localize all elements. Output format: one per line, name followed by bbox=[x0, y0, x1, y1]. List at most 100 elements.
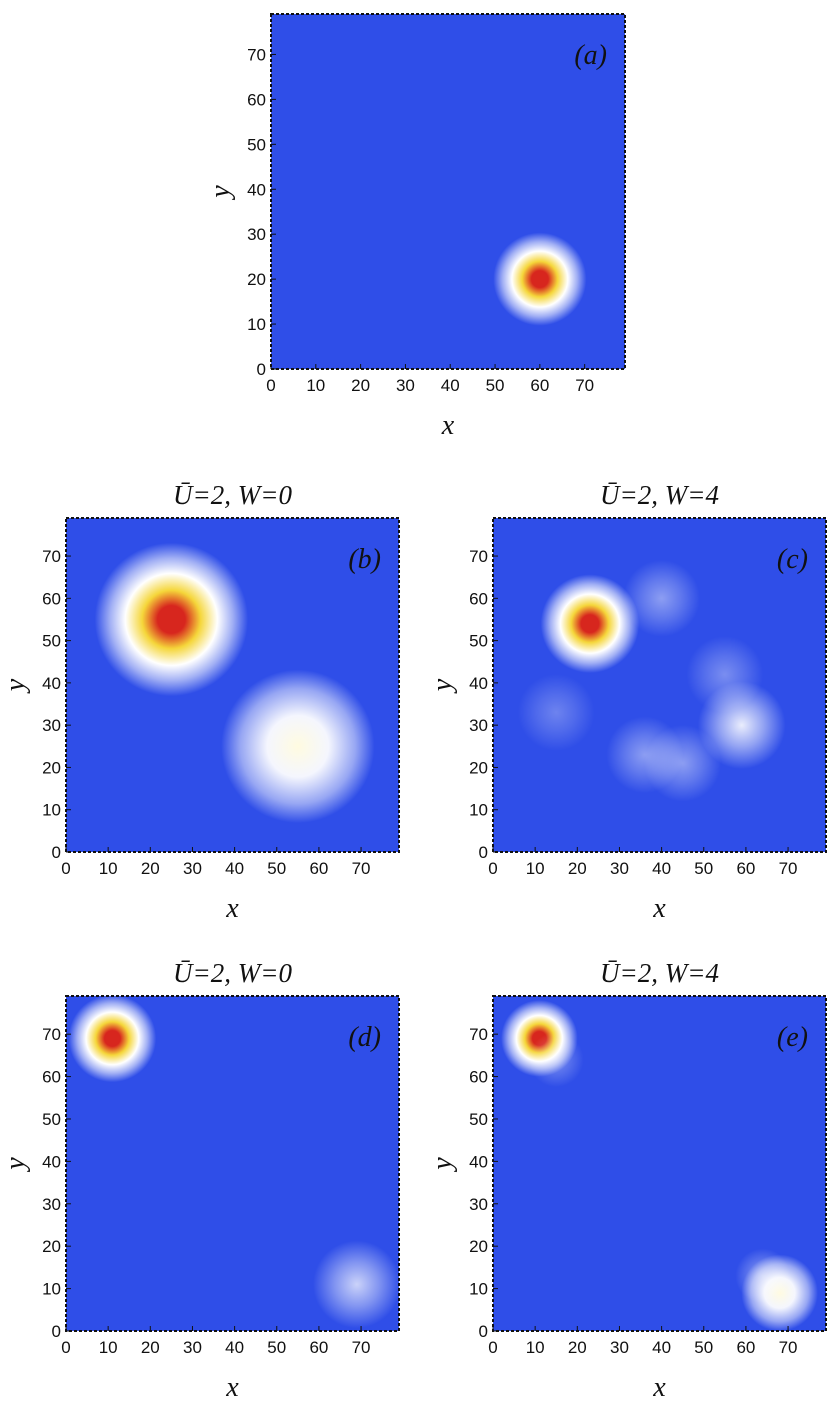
y-tick-label: 10 bbox=[469, 801, 488, 820]
y-tick-label: 40 bbox=[469, 674, 488, 693]
x-tick-label: 40 bbox=[441, 376, 460, 395]
y-tick-label: 50 bbox=[42, 1110, 61, 1129]
y-tick-label: 60 bbox=[469, 589, 488, 608]
panel-title: Ū=2, W=4 bbox=[600, 480, 719, 510]
density-peak bbox=[221, 669, 375, 824]
y-tick-label: 60 bbox=[469, 1068, 488, 1087]
x-tick-label: 30 bbox=[183, 1338, 202, 1357]
y-tick-label: 40 bbox=[247, 180, 266, 199]
y-tick-label: 20 bbox=[42, 758, 61, 777]
x-tick-label: 50 bbox=[486, 376, 505, 395]
density-peak bbox=[528, 1032, 584, 1088]
y-axis-label: y bbox=[427, 1157, 458, 1173]
panel-label: (e) bbox=[777, 1022, 808, 1053]
x-tick-label: 10 bbox=[306, 376, 325, 395]
y-tick-label: 10 bbox=[469, 1280, 488, 1299]
panel-c: 0 10 20 30 40 50 60 70 0 10 20 30 40 50 60 70 x y (c) Ū=2, … bbox=[427, 480, 827, 924]
x-tick-label: 0 bbox=[488, 859, 497, 878]
density-peak bbox=[623, 559, 700, 637]
density-peak bbox=[540, 574, 640, 674]
x-axis-label: x bbox=[225, 893, 239, 924]
y-tick-label: 0 bbox=[52, 843, 61, 862]
y-tick-label: 60 bbox=[42, 589, 61, 608]
x-tick-label: 50 bbox=[694, 1338, 713, 1357]
x-tick-label: 20 bbox=[568, 1338, 587, 1357]
panel-b: 0 10 20 30 40 50 60 70 0 10 20 30 40 50 60 70 x y (b) Ū=2, … bbox=[0, 480, 400, 924]
x-tick-label: 70 bbox=[575, 376, 594, 395]
y-tick-label: 70 bbox=[469, 1025, 488, 1044]
x-tick-label: 60 bbox=[736, 859, 755, 878]
y-tick-label: 0 bbox=[479, 843, 488, 862]
y-axis-label: y bbox=[0, 1157, 31, 1173]
y-tick-label: 40 bbox=[469, 1152, 488, 1171]
x-tick-label: 40 bbox=[225, 1338, 244, 1357]
x-tick-label: 10 bbox=[99, 1338, 118, 1357]
plot-frame bbox=[492, 517, 827, 853]
density-peak bbox=[644, 724, 722, 802]
density-peak bbox=[94, 542, 249, 697]
y-tick-label: 40 bbox=[42, 1152, 61, 1171]
x-tick-label: 10 bbox=[526, 1338, 545, 1357]
density-peak bbox=[313, 1240, 399, 1329]
x-tick-label: 60 bbox=[736, 1338, 755, 1357]
y-axis-label: y bbox=[205, 185, 236, 201]
x-tick-label: 20 bbox=[568, 859, 587, 878]
x-tick-label: 70 bbox=[352, 859, 371, 878]
y-tick-label: 50 bbox=[469, 1110, 488, 1129]
x-tick-label: 0 bbox=[488, 1338, 497, 1357]
density-peak bbox=[686, 636, 764, 713]
y-tick-label: 50 bbox=[42, 632, 61, 651]
y-tick-label: 70 bbox=[42, 1025, 61, 1044]
panel-label: (d) bbox=[348, 1022, 381, 1053]
x-tick-label: 0 bbox=[266, 376, 275, 395]
y-tick-label: 10 bbox=[42, 801, 61, 820]
x-tick-label: 40 bbox=[652, 1338, 671, 1357]
panel-title: Ū=2, W=0 bbox=[173, 480, 292, 510]
x-tick-label: 0 bbox=[61, 859, 70, 878]
x-tick-label: 0 bbox=[61, 1338, 70, 1357]
y-tick-label: 30 bbox=[42, 1195, 61, 1214]
x-tick-label: 20 bbox=[351, 376, 370, 395]
heatmap-background bbox=[271, 14, 625, 369]
y-axis-label: y bbox=[0, 678, 31, 694]
y-tick-label: 30 bbox=[42, 716, 61, 735]
plot-frame bbox=[492, 995, 827, 1332]
panel-label: (b) bbox=[348, 544, 381, 575]
x-tick-label: 50 bbox=[267, 1338, 286, 1357]
x-tick-label: 40 bbox=[652, 859, 671, 878]
x-tick-label: 20 bbox=[141, 859, 160, 878]
x-tick-label: 10 bbox=[526, 859, 545, 878]
y-tick-label: 10 bbox=[42, 1280, 61, 1299]
y-tick-label: 0 bbox=[257, 360, 266, 379]
y-tick-label: 20 bbox=[247, 270, 266, 289]
panel-a: 0 10 20 30 40 50 60 70 0 10 20 30 40 50 60 70 x y (a) bbox=[205, 13, 626, 441]
x-tick-label: 30 bbox=[183, 859, 202, 878]
x-tick-label: 60 bbox=[309, 859, 328, 878]
x-tick-label: 50 bbox=[267, 859, 286, 878]
x-tick-label: 40 bbox=[225, 859, 244, 878]
y-tick-label: 70 bbox=[42, 547, 61, 566]
density-peak bbox=[493, 232, 587, 326]
plot-frame bbox=[65, 995, 400, 1332]
panel-d: 0 10 20 30 40 50 60 70 0 10 20 30 40 50 60 70 x y (d) Ū=2, … bbox=[0, 958, 400, 1403]
y-tick-label: 10 bbox=[247, 315, 266, 334]
density-peak bbox=[735, 1248, 791, 1304]
y-tick-label: 40 bbox=[42, 674, 61, 693]
x-tick-label: 20 bbox=[141, 1338, 160, 1357]
y-tick-label: 60 bbox=[42, 1068, 61, 1087]
x-tick-label: 60 bbox=[530, 376, 549, 395]
x-tick-label: 60 bbox=[309, 1338, 328, 1357]
y-tick-label: 50 bbox=[469, 632, 488, 651]
panel-label: (c) bbox=[777, 544, 808, 575]
y-tick-label: 0 bbox=[479, 1322, 488, 1341]
x-tick-label: 10 bbox=[99, 859, 118, 878]
panel-label: (a) bbox=[574, 40, 607, 71]
x-tick-label: 70 bbox=[352, 1338, 371, 1357]
y-tick-label: 20 bbox=[469, 1237, 488, 1256]
density-peak bbox=[517, 674, 595, 751]
y-tick-label: 50 bbox=[247, 135, 266, 154]
x-axis-label: x bbox=[441, 410, 455, 441]
plot-frame bbox=[65, 517, 400, 853]
x-axis-label: x bbox=[652, 1372, 666, 1403]
